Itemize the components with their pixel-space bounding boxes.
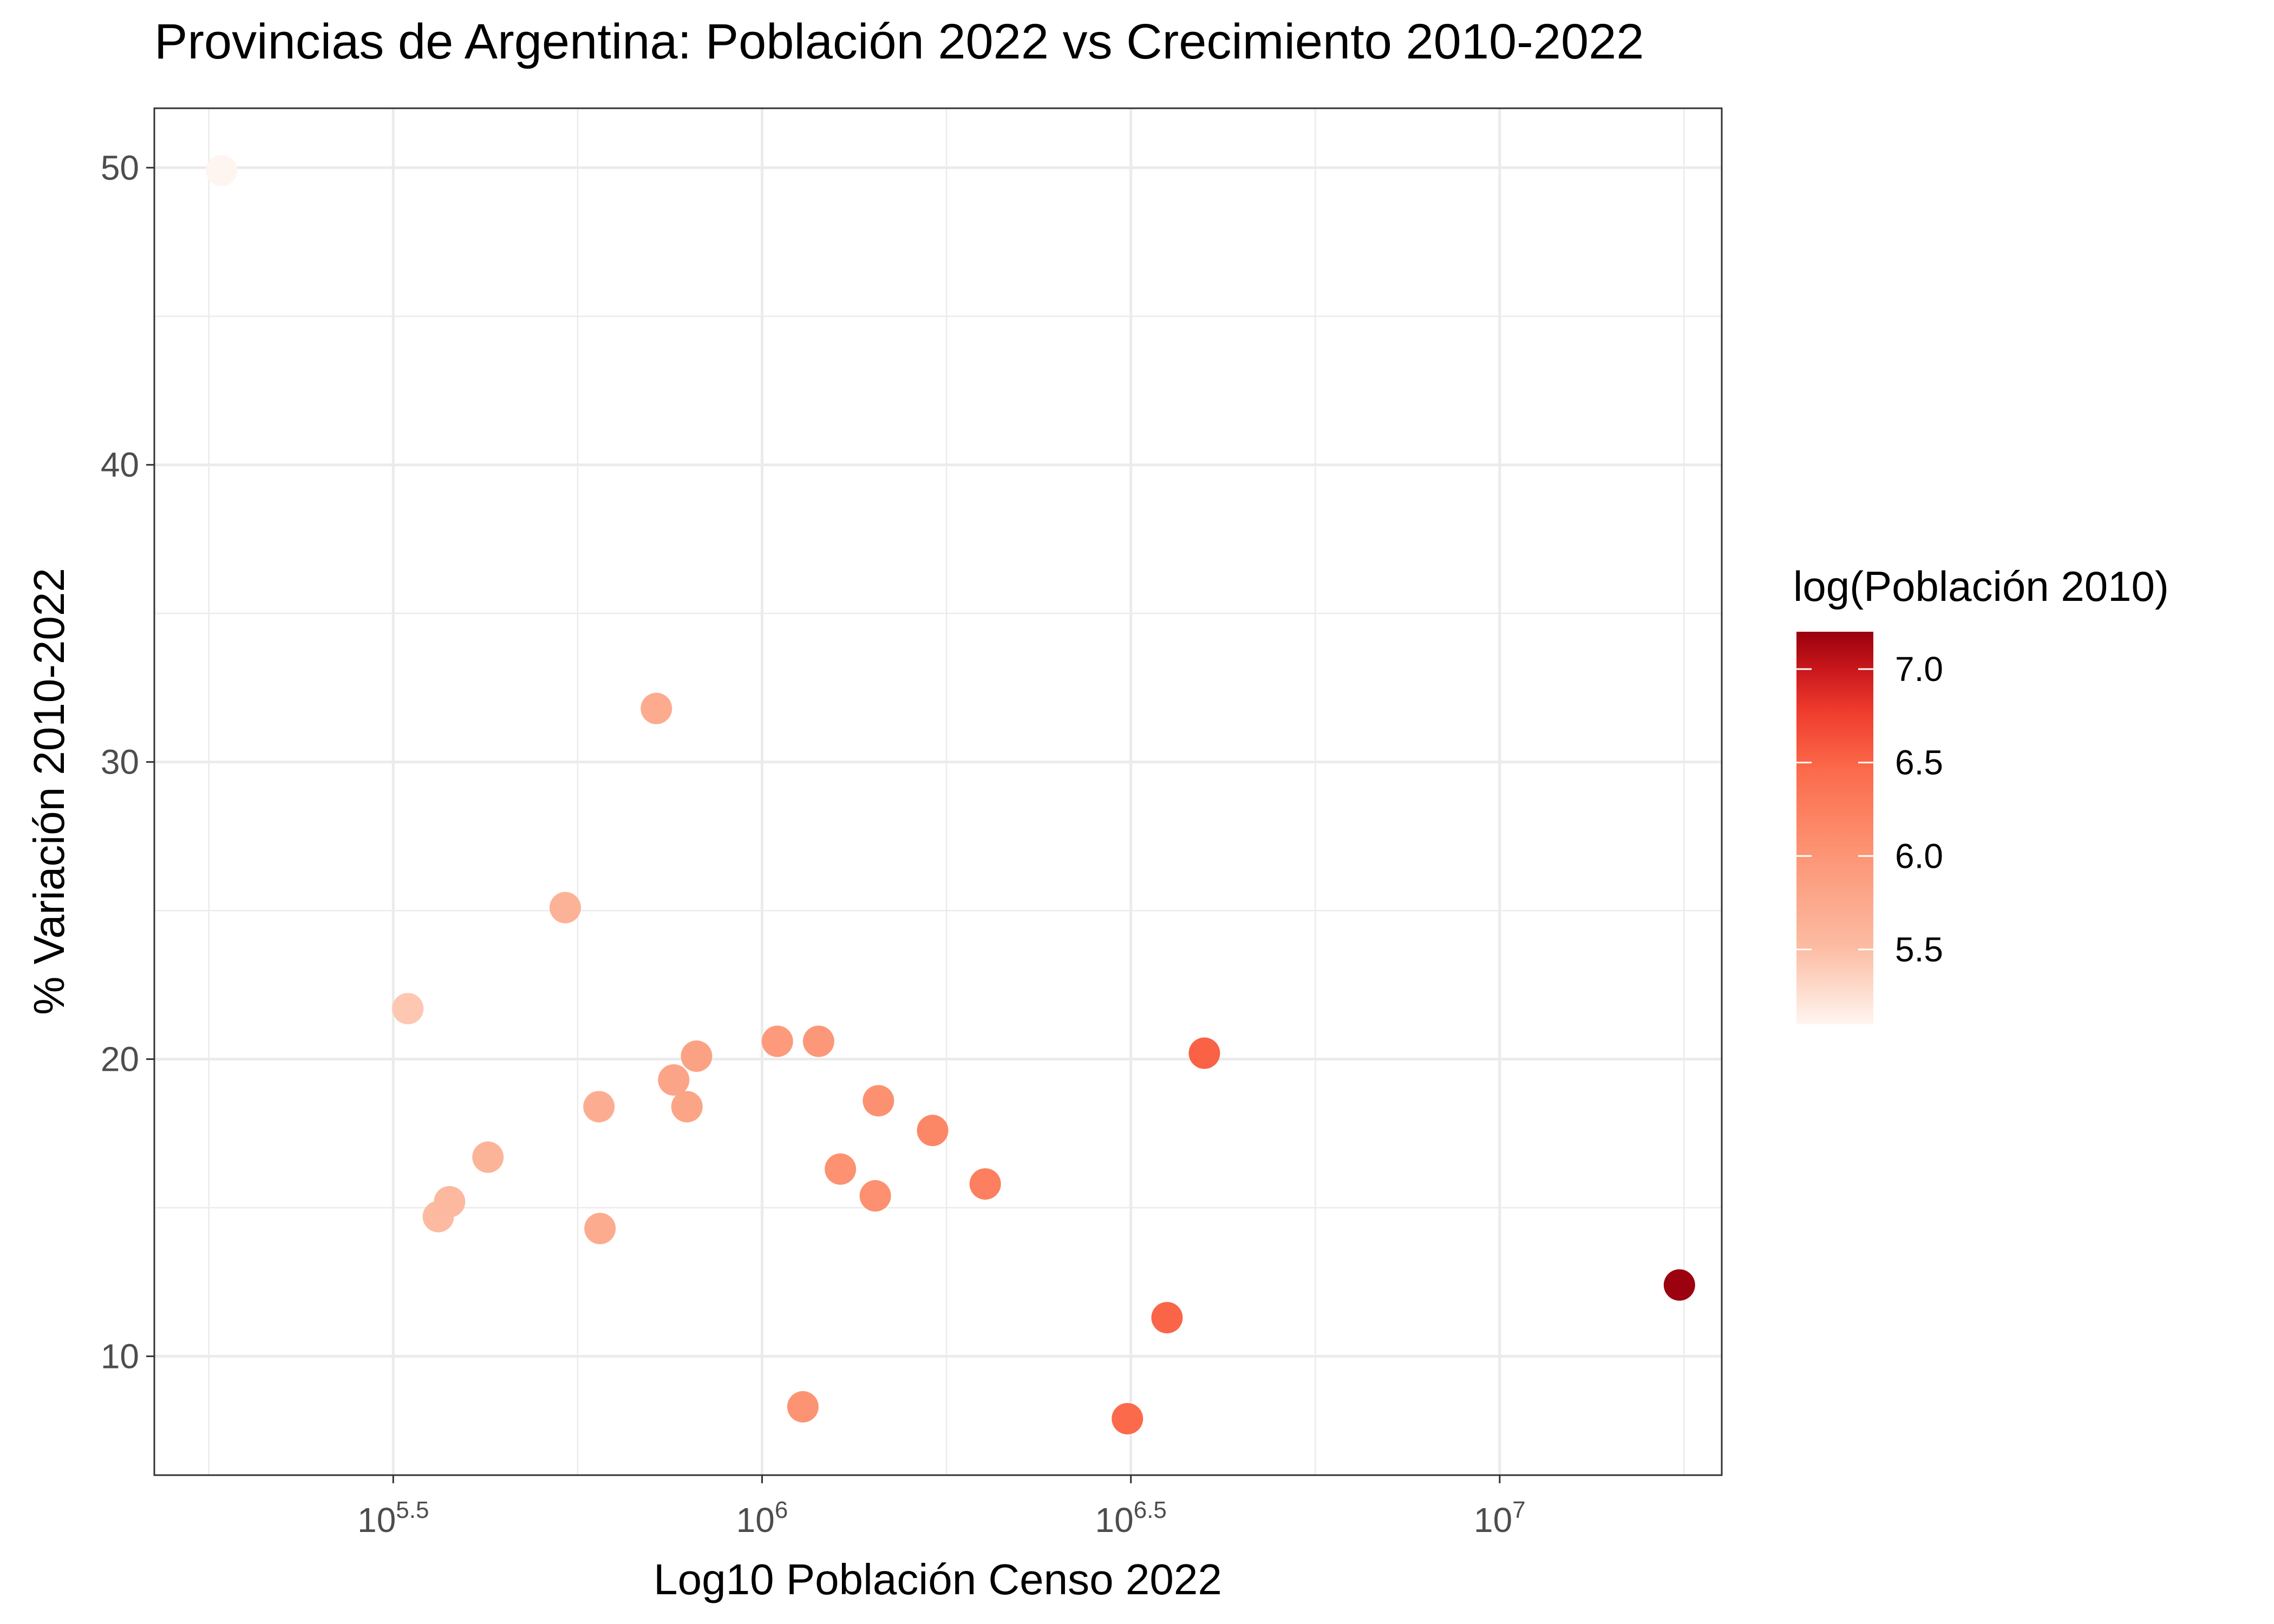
plot-border — [153, 107, 1723, 1476]
legend-tick-label: 6.5 — [1895, 743, 1943, 782]
data-point — [802, 1025, 834, 1057]
y-tick-label: 10 — [101, 1337, 139, 1376]
data-point — [787, 1391, 819, 1423]
chart-title: Provincias de Argentina: Población 2022 … — [154, 14, 1644, 69]
y-tick-label: 40 — [101, 446, 139, 484]
data-point — [434, 1186, 466, 1217]
data-points — [206, 155, 1695, 1435]
plot-background — [154, 108, 1722, 1475]
data-point — [859, 1180, 891, 1212]
data-point — [825, 1153, 857, 1185]
data-point — [658, 1064, 690, 1096]
legend-title: log(Población 2010) — [1793, 562, 2169, 610]
data-point — [761, 1025, 793, 1057]
x-tick-label: 106 — [736, 1497, 788, 1540]
x-axis-label: Log10 Población Censo 2022 — [654, 1555, 1222, 1603]
legend-colorbar — [1796, 632, 1873, 1024]
y-tick-label: 20 — [101, 1040, 139, 1079]
legend-tick-label: 6.0 — [1895, 836, 1943, 875]
data-point — [1151, 1302, 1183, 1334]
data-point — [549, 892, 581, 924]
x-axis: 105.5 106 106.5 107 — [357, 1475, 1526, 1540]
data-point — [681, 1040, 713, 1072]
x-tick-label: 107 — [1474, 1497, 1526, 1540]
data-point — [1663, 1269, 1695, 1301]
legend-tick-label: 5.5 — [1895, 930, 1943, 969]
x-tick-label: 106.5 — [1095, 1497, 1167, 1540]
x-tick-label: 105.5 — [357, 1497, 429, 1540]
data-point — [584, 1213, 616, 1245]
y-axis-label: % Variación 2010-2022 — [25, 568, 73, 1015]
legend-tick-label: 7.0 — [1895, 650, 1943, 689]
data-point — [862, 1085, 894, 1117]
plot-panel — [153, 107, 1723, 1476]
y-tick-label: 30 — [101, 743, 139, 782]
data-point — [671, 1091, 703, 1123]
grid-lines — [154, 108, 1722, 1475]
data-point — [641, 692, 672, 724]
y-axis: 10 20 30 40 50 — [101, 148, 154, 1376]
data-point — [1188, 1037, 1220, 1069]
legend-ticks: 5.5 6.0 6.5 7.0 — [1796, 650, 1943, 969]
data-point — [206, 155, 238, 187]
data-point — [1112, 1403, 1143, 1435]
data-point — [917, 1115, 949, 1147]
data-point — [583, 1091, 615, 1123]
color-legend: log(Población 2010) 5.5 6.0 6.5 7.0 — [1793, 562, 2169, 1024]
y-tick-label: 50 — [101, 148, 139, 187]
data-point — [472, 1141, 504, 1173]
data-point — [969, 1168, 1001, 1200]
data-point — [392, 993, 424, 1025]
